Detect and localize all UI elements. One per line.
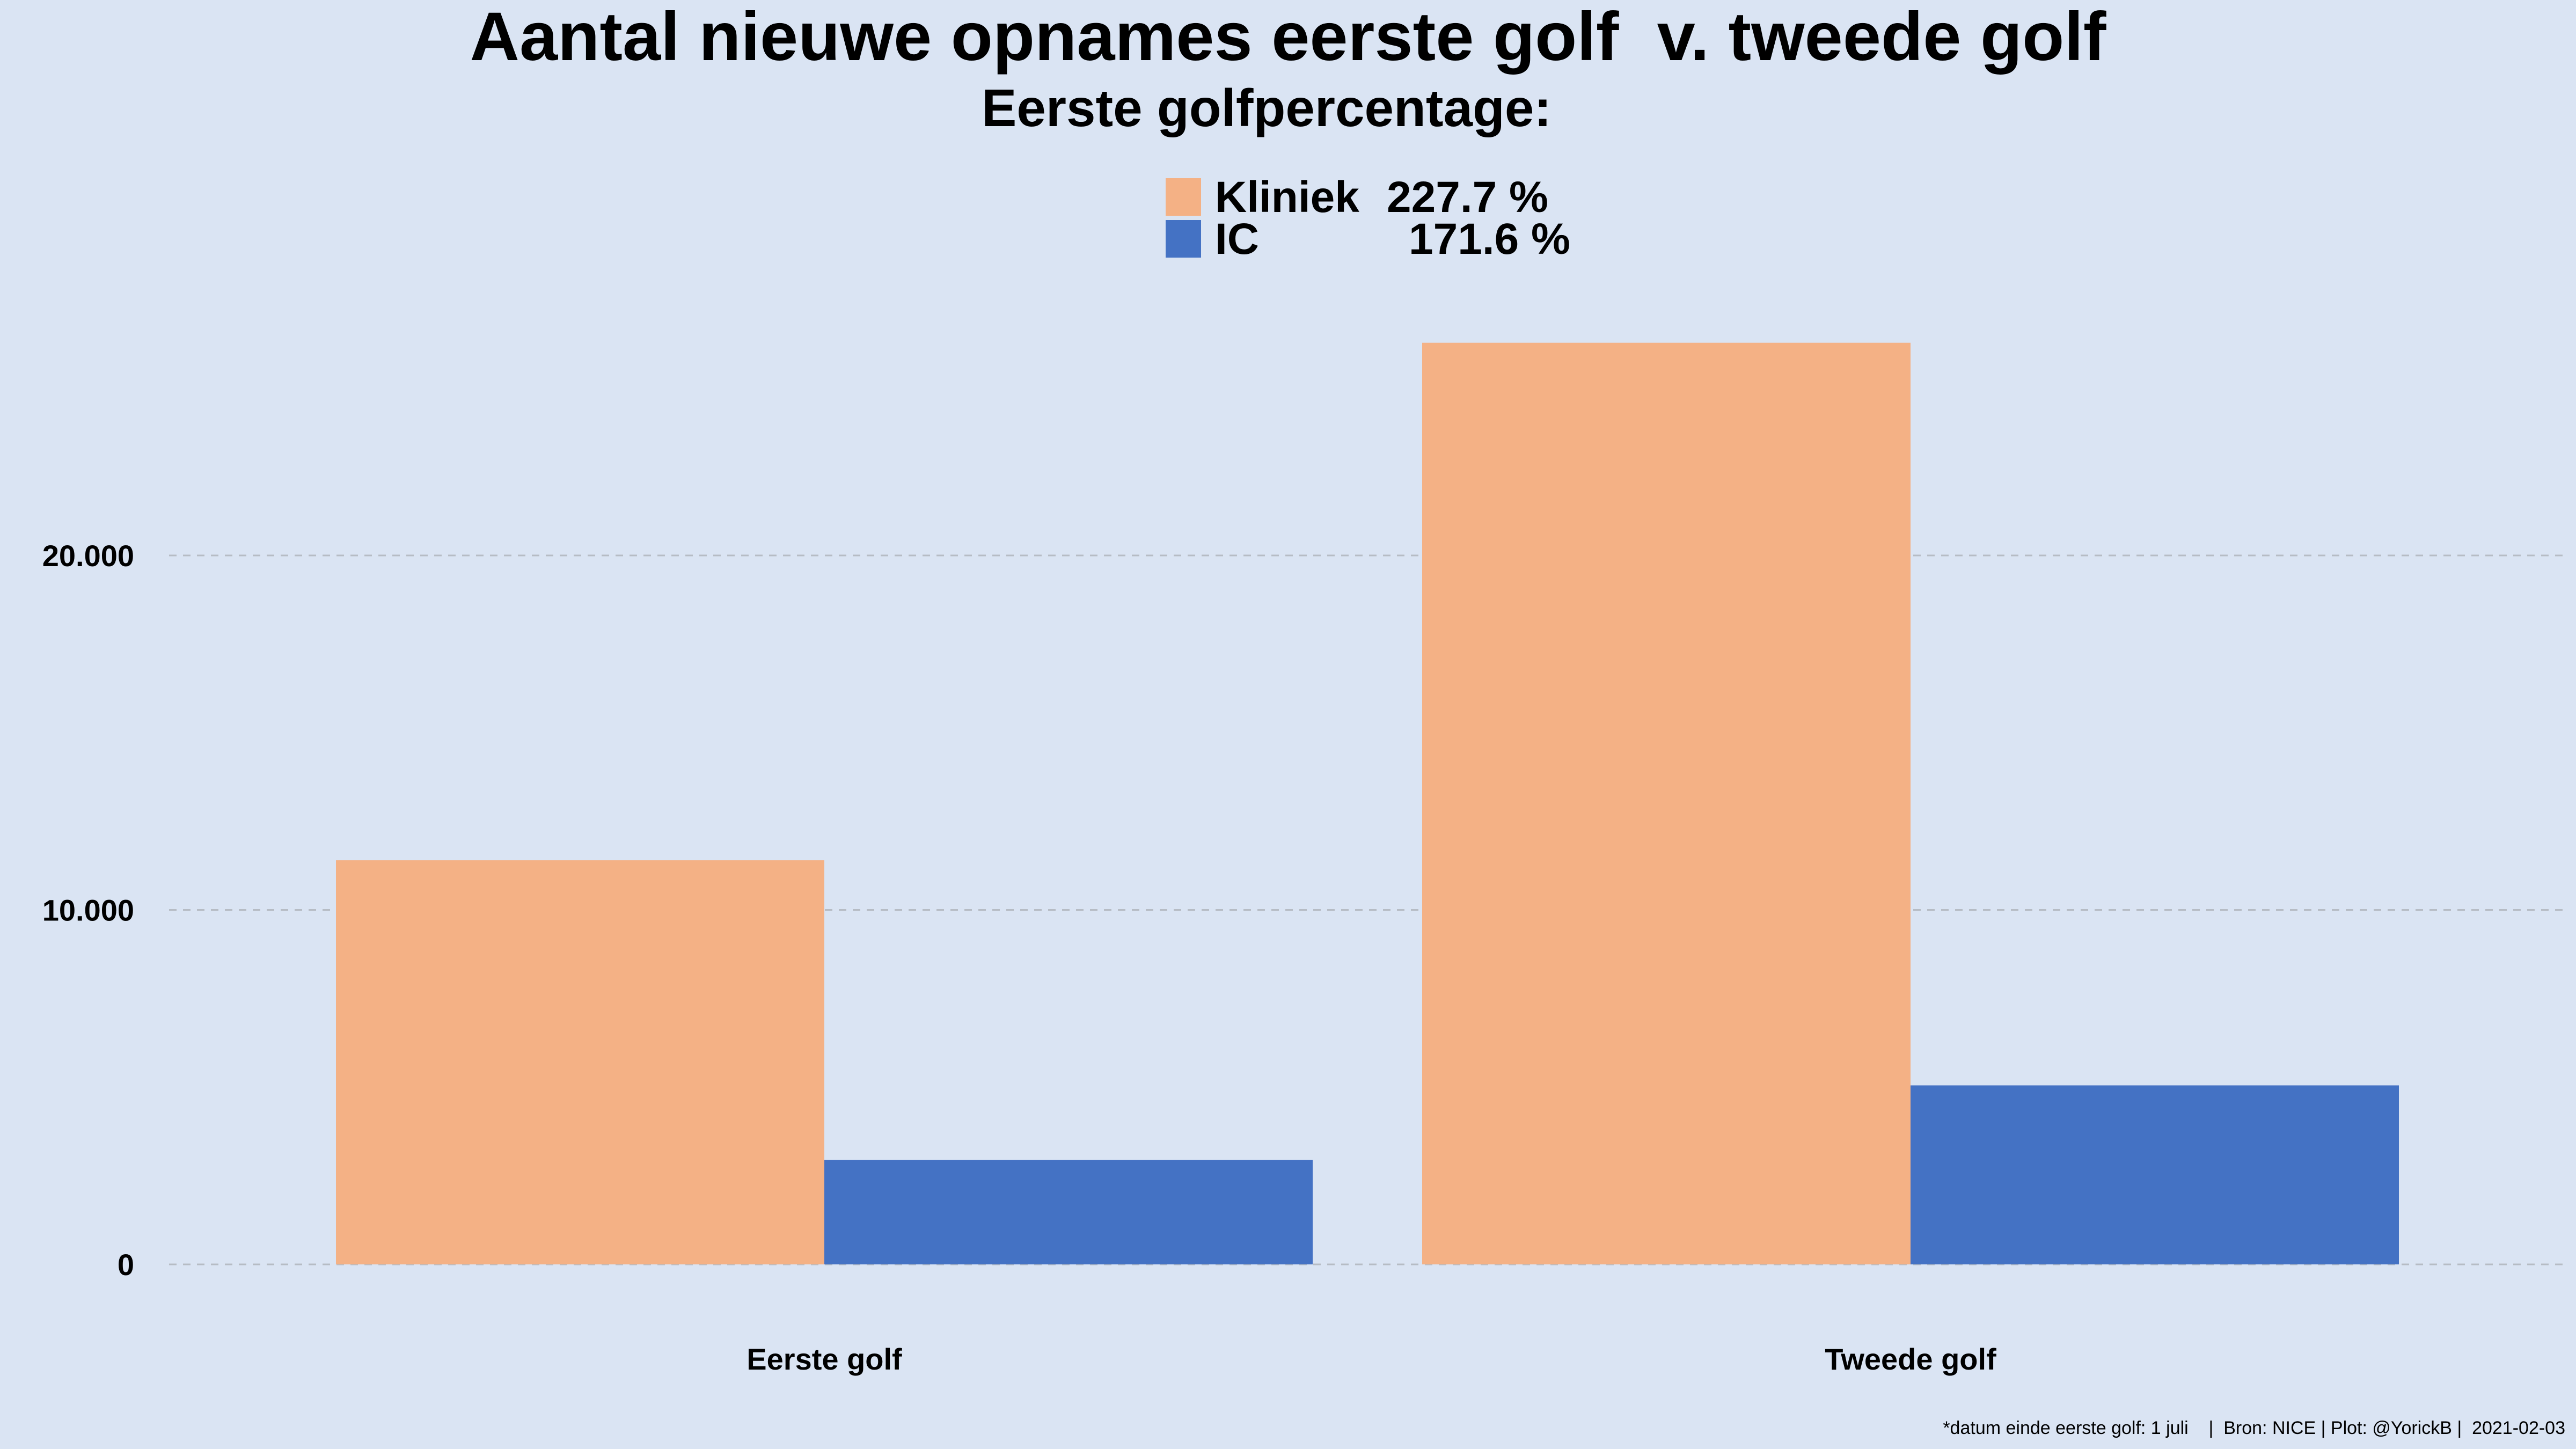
chart-caption: *datum einde eerste golf: 1 juli | Bron:… bbox=[1943, 1418, 2565, 1438]
y-tick-label: 0 bbox=[118, 1248, 134, 1282]
chart-title: Aantal nieuwe opnames eerste golf v. twe… bbox=[470, 0, 2106, 75]
bar-kliniek-2 bbox=[1422, 342, 1911, 1265]
legend-value-kliniek: 227.7 % bbox=[1387, 173, 1548, 222]
bar-kliniek-1 bbox=[336, 860, 824, 1264]
legend-value-ic: 171.6 % bbox=[1409, 215, 1570, 264]
y-tick-label: 10.000 bbox=[42, 894, 134, 927]
legend-swatch-kliniek bbox=[1166, 178, 1201, 216]
y-axis: 0 10.000 20.000 bbox=[42, 539, 134, 1282]
x-category-label: Tweede golf bbox=[1825, 1342, 1996, 1376]
legend-label-kliniek: Kliniek bbox=[1215, 173, 1359, 222]
x-axis: Eerste golf Tweede golf bbox=[747, 1342, 1996, 1376]
bars bbox=[336, 342, 2399, 1265]
x-category-label: Eerste golf bbox=[747, 1342, 902, 1376]
legend-swatch-ic bbox=[1166, 220, 1201, 258]
bar-ic-2 bbox=[1911, 1085, 2399, 1264]
bar-ic-1 bbox=[824, 1160, 1313, 1264]
legend: Kliniek 227.7 % IC 171.6 % bbox=[1166, 173, 1570, 264]
legend-label-ic: IC bbox=[1215, 215, 1259, 264]
y-tick-label: 20.000 bbox=[42, 539, 134, 573]
chart-subtitle: Eerste golfpercentage: bbox=[982, 78, 1552, 137]
